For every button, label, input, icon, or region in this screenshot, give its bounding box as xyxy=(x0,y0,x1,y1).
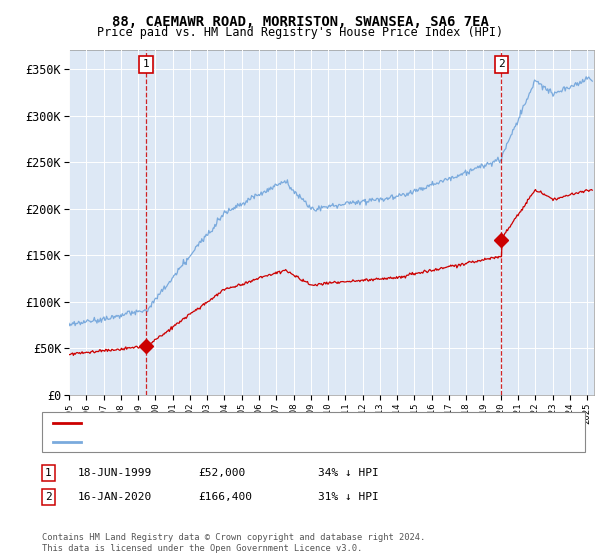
Text: 88, CAEMAWR ROAD, MORRISTON, SWANSEA, SA6 7EA: 88, CAEMAWR ROAD, MORRISTON, SWANSEA, SA… xyxy=(112,15,488,29)
Text: 88, CAEMAWR ROAD, MORRISTON, SWANSEA, SA6 7EA (detached house): 88, CAEMAWR ROAD, MORRISTON, SWANSEA, SA… xyxy=(87,418,459,428)
Text: 2: 2 xyxy=(498,59,505,69)
Text: HPI: Average price, detached house, Swansea: HPI: Average price, detached house, Swan… xyxy=(87,437,345,447)
Text: 18-JUN-1999: 18-JUN-1999 xyxy=(78,468,152,478)
Text: 16-JAN-2020: 16-JAN-2020 xyxy=(78,492,152,502)
Text: £166,400: £166,400 xyxy=(198,492,252,502)
Text: 31% ↓ HPI: 31% ↓ HPI xyxy=(318,492,379,502)
Text: 1: 1 xyxy=(45,468,52,478)
Text: Contains HM Land Registry data © Crown copyright and database right 2024.
This d: Contains HM Land Registry data © Crown c… xyxy=(42,533,425,553)
Text: £52,000: £52,000 xyxy=(198,468,245,478)
Text: Price paid vs. HM Land Registry's House Price Index (HPI): Price paid vs. HM Land Registry's House … xyxy=(97,26,503,39)
Text: 2: 2 xyxy=(45,492,52,502)
Text: 1: 1 xyxy=(143,59,149,69)
Text: 34% ↓ HPI: 34% ↓ HPI xyxy=(318,468,379,478)
